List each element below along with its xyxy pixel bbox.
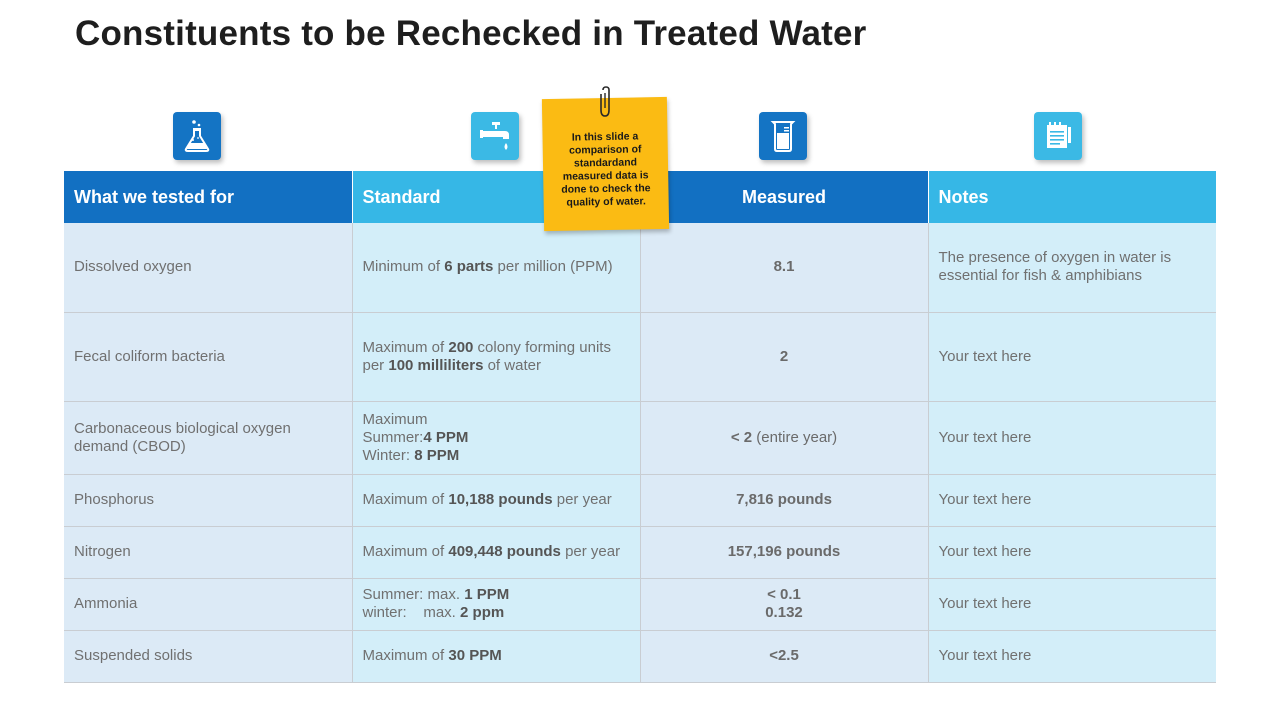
tested-cell: Nitrogen: [64, 526, 353, 579]
faucet-icon: [471, 112, 519, 160]
table-row: Nitrogen Maximum of 409,448 pounds per y…: [64, 526, 1216, 579]
tested-cell: Fecal coliform bacteria: [64, 312, 353, 402]
table-row: Dissolved oxygen Minimum of 6 parts per …: [64, 223, 1216, 313]
standard-cell: Maximum of 10,188 pounds per year: [352, 474, 641, 527]
table-row: Fecal coliform bacteria Maximum of 200 c…: [64, 312, 1216, 402]
measuring-cylinder-icon: [759, 112, 807, 160]
sticky-note-text: In this slide a comparison of standardan…: [561, 130, 651, 209]
measured-cell: 157,196 pounds: [640, 526, 929, 579]
standard-cell: Summer: max. 1 PPM winter: max. 2 ppm: [352, 578, 641, 631]
notes-cell: Your text here: [928, 474, 1216, 527]
water-quality-table: What we tested for Standard Measured Not…: [64, 171, 1216, 683]
notes-cell: Your text here: [928, 578, 1216, 631]
header-tested: What we tested for: [64, 171, 353, 223]
table-row: Suspended solids Maximum of 30 PPM <2.5 …: [64, 630, 1216, 683]
tested-cell: Dissolved oxygen: [64, 223, 353, 313]
notes-cell: The presence of oxygen in water is essen…: [928, 223, 1216, 313]
tested-cell: Suspended solids: [64, 630, 353, 683]
notes-cell: Your text here: [928, 312, 1216, 402]
page-title: Constituents to be Rechecked in Treated …: [75, 14, 867, 53]
standard-cell: Maximum of 30 PPM: [352, 630, 641, 683]
tested-cell: Ammonia: [64, 578, 353, 631]
header-notes: Notes: [928, 171, 1216, 223]
notes-cell: Your text here: [928, 401, 1216, 475]
table-row: Carbonaceous biological oxygen demand (C…: [64, 401, 1216, 475]
measured-cell: < 0.1 0.132: [640, 578, 929, 631]
flask-icon: [173, 112, 221, 160]
measured-cell: 2: [640, 312, 929, 402]
standard-cell: Maximum Summer:4 PPM Winter: 8 PPM: [352, 401, 641, 475]
table-row: Phosphorus Maximum of 10,188 pounds per …: [64, 474, 1216, 527]
notes-cell: Your text here: [928, 526, 1216, 579]
paperclip-icon: [600, 86, 610, 117]
notes-cell: Your text here: [928, 630, 1216, 683]
table-row: Ammonia Summer: max. 1 PPM winter: max. 2…: [64, 578, 1216, 631]
notepad-icon: [1034, 112, 1082, 160]
measured-cell: <2.5: [640, 630, 929, 683]
standard-cell: Maximum of 200 colony forming units per …: [352, 312, 641, 402]
measured-cell: 8.1: [640, 223, 929, 313]
standard-cell: Minimum of 6 parts per million (PPM): [352, 223, 641, 313]
standard-cell: Maximum of 409,448 pounds per year: [352, 526, 641, 579]
tested-cell: Phosphorus: [64, 474, 353, 527]
header-measured: Measured: [640, 171, 929, 223]
measured-cell: < 2 (entire year): [640, 401, 929, 475]
tested-cell: Carbonaceous biological oxygen demand (C…: [64, 401, 353, 475]
measured-cell: 7,816 pounds: [640, 474, 929, 527]
